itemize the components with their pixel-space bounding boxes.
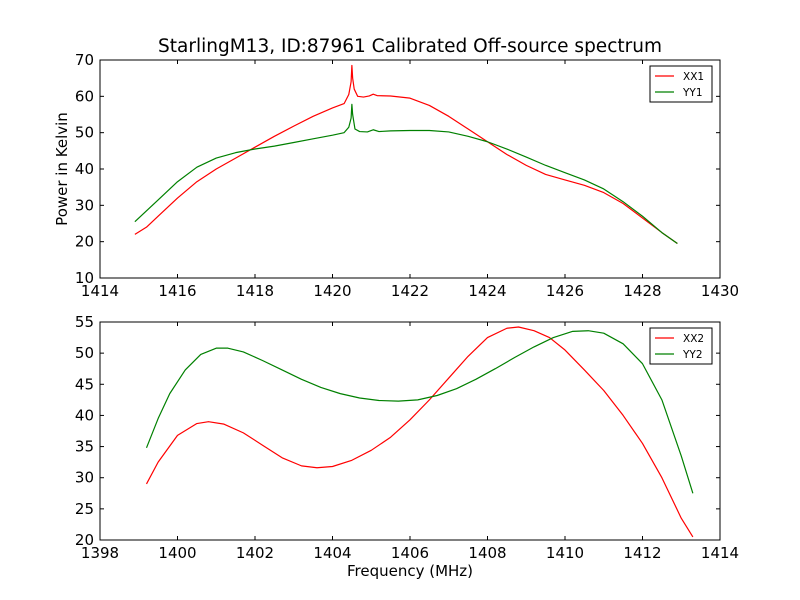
y-tick-label: 40: [75, 406, 94, 424]
series-line-xx1: [134, 64, 678, 244]
x-tick-label: 1420: [313, 282, 351, 300]
y-axis-label: Power in Kelvin: [53, 112, 71, 226]
x-tick-label: 1414: [81, 282, 119, 300]
series-line-yy1: [134, 103, 678, 244]
y-tick-label: 35: [75, 438, 94, 456]
legend-label-xx1: XX1: [683, 71, 704, 83]
x-tick-label: 1430: [701, 282, 739, 300]
x-tick-label: 1422: [391, 282, 429, 300]
x-tick-label: 1424: [468, 282, 506, 300]
x-tick-label: 1398: [81, 544, 119, 562]
x-tick-label: 1418: [236, 282, 274, 300]
y-tick-label: 10: [75, 269, 94, 287]
y-tick-label: 60: [75, 87, 94, 105]
y-tick-label: 40: [75, 160, 94, 178]
x-tick-label: 1414: [701, 544, 739, 562]
y-tick-label: 45: [75, 375, 94, 393]
y-tick-label: 55: [75, 313, 94, 331]
x-tick-label: 1406: [391, 544, 429, 562]
series-line-yy2: [145, 330, 694, 494]
y-tick-label: 50: [75, 124, 94, 142]
bottom-panel: 1398 1400 1402 1404 1406 1408 1410 1412 1414 20 25…: [75, 313, 739, 580]
x-tick-label: 1412: [623, 544, 661, 562]
x-tick-label: 1428: [623, 282, 661, 300]
y-tick-label: 70: [75, 51, 94, 69]
x-tick-label: 1400: [158, 544, 196, 562]
legend-label-xx2: XX2: [683, 333, 704, 345]
x-tick-label: 1408: [468, 544, 506, 562]
series-line-xx2: [145, 326, 694, 538]
legend-box: [649, 65, 713, 103]
legend-box: [649, 327, 713, 365]
y-tick-label: 25: [75, 500, 94, 518]
x-tick-label: 1410: [546, 544, 584, 562]
y-tick-label: 30: [75, 196, 94, 214]
x-tick-label: 1426: [546, 282, 584, 300]
x-tick-label: 1402: [236, 544, 274, 562]
figure-title: StarlingM13, ID:87961 Calibrated Off-sou…: [158, 36, 662, 57]
y-tick-label: 20: [75, 531, 94, 549]
x-tick-label: 1404: [313, 544, 351, 562]
x-tick-label: 1416: [158, 282, 196, 300]
x-axis-label: Frequency (MHz): [347, 562, 473, 580]
y-tick-label: 20: [75, 233, 94, 251]
legend-label-yy1: YY1: [682, 87, 703, 99]
y-tick-label: 30: [75, 469, 94, 487]
legend-label-yy2: YY2: [682, 349, 703, 361]
y-tick-label: 50: [75, 344, 94, 362]
top-panel: 1414 1416 1418 1420 1422 1424 1426 1428 1430 10 20…: [53, 51, 739, 300]
